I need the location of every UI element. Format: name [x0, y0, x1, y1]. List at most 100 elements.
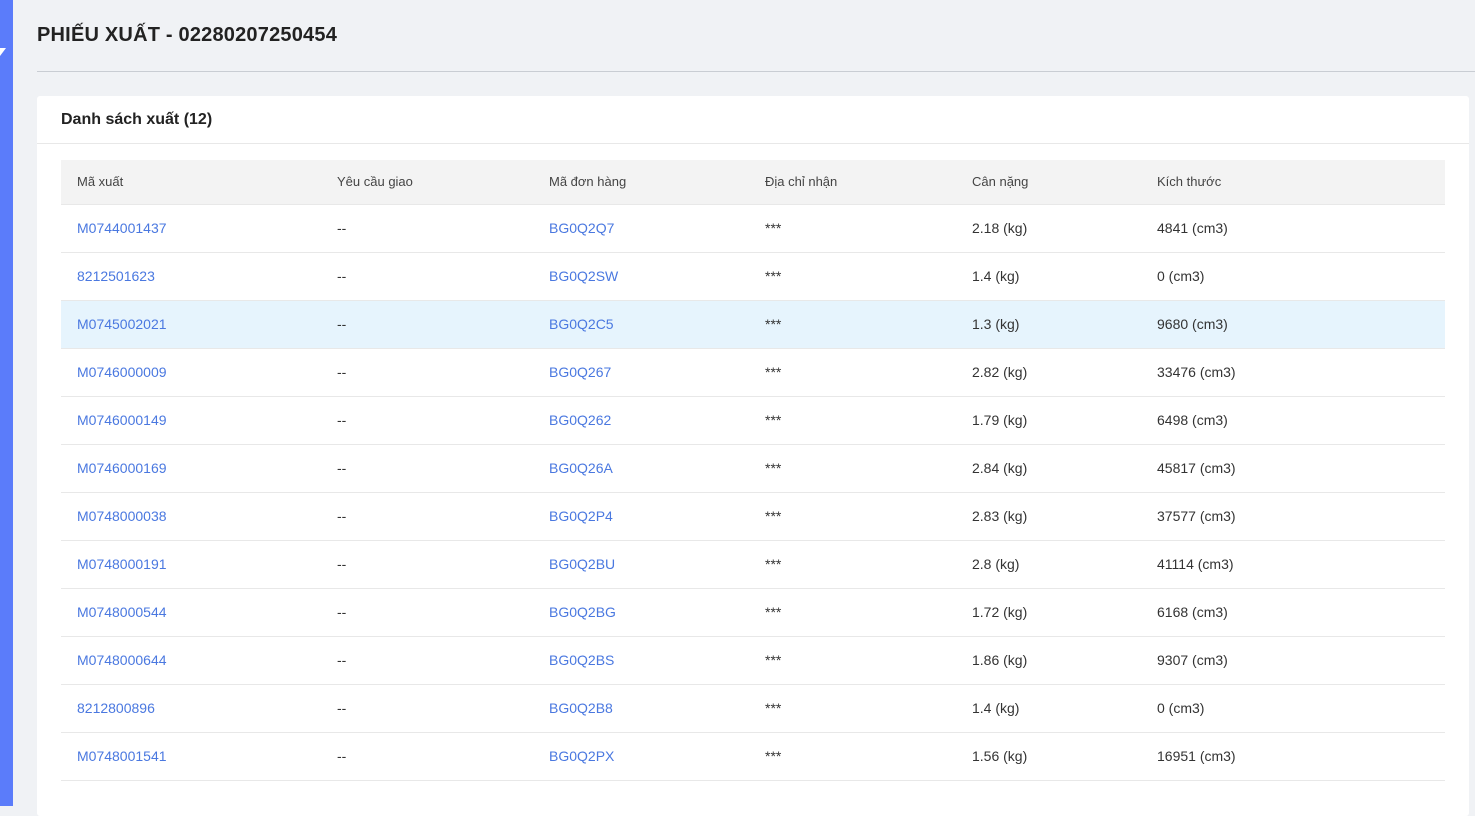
cell-dia-chi-nhan: *** [749, 204, 956, 253]
cell-kich-thuoc: 4841 (cm3) [1141, 204, 1445, 253]
table-row[interactable]: M0748000191 -- BG0Q2BU *** 2.8 (kg) 41114 (cm… [61, 540, 1445, 589]
cell-kich-thuoc: 0 (cm3) [1141, 684, 1445, 733]
cell-ma-xuat-link[interactable]: M0745002021 [77, 316, 167, 332]
cell-dia-chi-nhan-text: *** [765, 604, 782, 620]
cell-kich-thuoc-text: 0 (cm3) [1157, 700, 1205, 716]
cell-ma-don-hang: BG0Q2BS [533, 636, 749, 685]
cell-yeu-cau-giao: -- [321, 492, 533, 541]
cell-ma-xuat: M0746000009 [61, 348, 321, 397]
cell-dia-chi-nhan-text: *** [765, 412, 782, 428]
cell-ma-don-hang-link[interactable]: BG0Q267 [549, 364, 612, 380]
table-row[interactable]: M0748000544 -- BG0Q2BG *** 1.72 (kg) 6168 (cm… [61, 588, 1445, 637]
cell-ma-xuat-link[interactable]: M0748000544 [77, 604, 167, 620]
cell-ma-don-hang-link[interactable]: BG0Q262 [549, 412, 612, 428]
table-row[interactable]: 8212501623 -- BG0Q2SW *** 1.4 (kg) 0 (cm3) [61, 252, 1445, 301]
cell-ma-xuat-link[interactable]: M0748000191 [77, 556, 167, 572]
cell-yeu-cau-giao: -- [321, 204, 533, 253]
cell-ma-don-hang: BG0Q2SW [533, 252, 749, 301]
cell-can-nang: 2.83 (kg) [956, 492, 1141, 541]
cell-ma-don-hang-link[interactable]: BG0Q2P4 [549, 508, 613, 524]
cell-yeu-cau-giao: -- [321, 252, 533, 301]
cell-yeu-cau-giao-text: -- [337, 460, 347, 476]
cell-ma-don-hang: BG0Q2Q7 [533, 204, 749, 253]
cell-can-nang: 1.4 (kg) [956, 252, 1141, 301]
cell-yeu-cau-giao-text: -- [337, 412, 347, 428]
cell-can-nang: 1.56 (kg) [956, 732, 1141, 781]
cell-ma-xuat-link[interactable]: M0746000009 [77, 364, 167, 380]
table-row[interactable]: M0748000644 -- BG0Q2BS *** 1.86 (kg) 9307 (cm… [61, 636, 1445, 685]
cell-ma-don-hang-link[interactable]: BG0Q2Q7 [549, 220, 615, 236]
cell-yeu-cau-giao: -- [321, 396, 533, 445]
cell-ma-don-hang-link[interactable]: BG0Q2BG [549, 604, 616, 620]
cell-ma-xuat: M0748000191 [61, 540, 321, 589]
table-row[interactable]: M0748000038 -- BG0Q2P4 *** 2.83 (kg) 37577 (c… [61, 492, 1445, 541]
cell-yeu-cau-giao: -- [321, 684, 533, 733]
cell-dia-chi-nhan: *** [749, 396, 956, 445]
cell-dia-chi-nhan-text: *** [765, 316, 782, 332]
cell-kich-thuoc: 9307 (cm3) [1141, 636, 1445, 685]
cell-ma-xuat-link[interactable]: M0748000644 [77, 652, 167, 668]
cell-ma-xuat-link[interactable]: 8212800896 [77, 700, 155, 716]
cell-yeu-cau-giao-text: -- [337, 652, 347, 668]
cell-can-nang-text: 1.72 (kg) [972, 604, 1028, 620]
cell-ma-xuat-link[interactable]: M0746000149 [77, 412, 167, 428]
cell-ma-xuat-link[interactable]: M0748001541 [77, 748, 167, 764]
cell-kich-thuoc-text: 6498 (cm3) [1157, 412, 1228, 428]
header-kich-thuoc: Kích thước [1141, 160, 1445, 205]
cell-ma-don-hang: BG0Q267 [533, 348, 749, 397]
table-row[interactable]: 8212800896 -- BG0Q2B8 *** 1.4 (kg) 0 (cm3) [61, 684, 1445, 733]
cell-kich-thuoc-text: 41114 (cm3) [1157, 556, 1234, 572]
cell-dia-chi-nhan: *** [749, 732, 956, 781]
header-ma-xuat: Mã xuất [61, 160, 321, 205]
cell-ma-don-hang-link[interactable]: BG0Q2PX [549, 748, 615, 764]
cell-yeu-cau-giao: -- [321, 540, 533, 589]
table-header-row: Mã xuất Yêu cầu giao Mã đơn hàng Địa chỉ… [61, 160, 1445, 205]
table-row[interactable]: M0744001437 -- BG0Q2Q7 *** 2.18 (kg) 4841 (cm… [61, 204, 1445, 253]
cell-ma-don-hang-link[interactable]: BG0Q2SW [549, 268, 619, 284]
cell-can-nang: 2.8 (kg) [956, 540, 1141, 589]
cell-yeu-cau-giao-text: -- [337, 556, 347, 572]
card-title: Danh sách xuất (12) [37, 96, 1469, 144]
cell-can-nang: 1.79 (kg) [956, 396, 1141, 445]
table-row[interactable]: M0745002021 -- BG0Q2C5 *** 1.3 (kg) 9680 (cm3… [61, 300, 1445, 349]
cell-can-nang-text: 1.3 (kg) [972, 316, 1020, 332]
cell-ma-don-hang-link[interactable]: BG0Q26A [549, 460, 613, 476]
cell-ma-xuat: M0748001541 [61, 732, 321, 781]
cell-dia-chi-nhan: *** [749, 684, 956, 733]
cell-ma-xuat-link[interactable]: M0748000038 [77, 508, 167, 524]
cell-kich-thuoc-text: 16951 (cm3) [1157, 748, 1236, 764]
cell-ma-don-hang-link[interactable]: BG0Q2B8 [549, 700, 613, 716]
cell-ma-don-hang: BG0Q2P4 [533, 492, 749, 541]
cell-dia-chi-nhan-text: *** [765, 220, 782, 236]
cell-can-nang: 1.72 (kg) [956, 588, 1141, 637]
cell-kich-thuoc-text: 6168 (cm3) [1157, 604, 1228, 620]
cell-dia-chi-nhan: *** [749, 300, 956, 349]
cell-ma-don-hang-link[interactable]: BG0Q2BS [549, 652, 615, 668]
cell-yeu-cau-giao-text: -- [337, 268, 347, 284]
header-yeu-cau-giao: Yêu cầu giao [321, 160, 533, 205]
cell-dia-chi-nhan-text: *** [765, 268, 782, 284]
table-row[interactable]: M0746000169 -- BG0Q26A *** 2.84 (kg) 45817 (c… [61, 444, 1445, 493]
title-divider [37, 71, 1475, 72]
cell-ma-xuat-link[interactable]: M0746000169 [77, 460, 167, 476]
cell-dia-chi-nhan: *** [749, 636, 956, 685]
cell-kich-thuoc-text: 4841 (cm3) [1157, 220, 1228, 236]
cell-dia-chi-nhan: *** [749, 540, 956, 589]
cell-kich-thuoc-text: 33476 (cm3) [1157, 364, 1236, 380]
cell-ma-don-hang-link[interactable]: BG0Q2C5 [549, 316, 614, 332]
cell-can-nang-text: 1.86 (kg) [972, 652, 1028, 668]
table-row[interactable]: M0748001541 -- BG0Q2PX *** 1.56 (kg) 16951 (c… [61, 732, 1445, 781]
cell-can-nang-text: 1.4 (kg) [972, 268, 1020, 284]
table-row[interactable]: M0746000149 -- BG0Q262 *** 1.79 (kg) 6498 (cm… [61, 396, 1445, 445]
cell-ma-xuat-link[interactable]: 8212501623 [77, 268, 155, 284]
cell-dia-chi-nhan: *** [749, 348, 956, 397]
header-can-nang: Cân nặng [956, 160, 1141, 205]
cell-ma-don-hang: BG0Q2C5 [533, 300, 749, 349]
cell-ma-xuat: M0746000169 [61, 444, 321, 493]
cell-ma-xuat-link[interactable]: M0744001437 [77, 220, 167, 236]
cell-kich-thuoc: 0 (cm3) [1141, 252, 1445, 301]
cell-ma-don-hang-link[interactable]: BG0Q2BU [549, 556, 616, 572]
cell-can-nang: 2.84 (kg) [956, 444, 1141, 493]
cell-ma-don-hang: BG0Q262 [533, 396, 749, 445]
table-row[interactable]: M0746000009 -- BG0Q267 *** 2.82 (kg) 33476 (c… [61, 348, 1445, 397]
